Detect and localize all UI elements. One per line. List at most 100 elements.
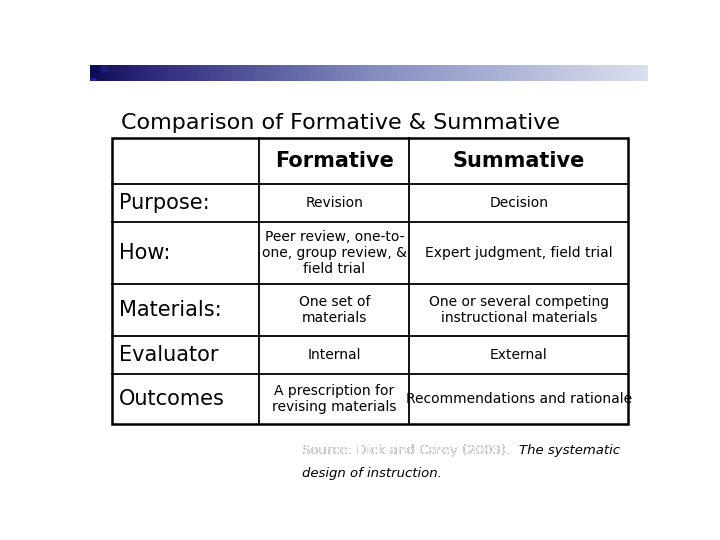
Bar (402, 65, 406, 80)
Bar (374, 65, 378, 80)
Bar (425, 65, 429, 80)
Bar (346, 65, 351, 80)
Bar (332, 65, 336, 80)
Text: A prescription for
revising materials: A prescription for revising materials (272, 384, 397, 414)
Bar (369, 65, 374, 80)
Bar (490, 65, 495, 80)
Text: Comparison of Formative & Summative: Comparison of Formative & Summative (121, 113, 559, 133)
Text: Materials:: Materials: (119, 300, 222, 320)
Bar (392, 65, 397, 80)
Bar (527, 65, 532, 80)
Bar (174, 65, 179, 80)
Bar (248, 65, 253, 80)
Bar (258, 65, 262, 80)
Bar (434, 65, 438, 80)
Bar (639, 65, 644, 80)
Bar (341, 65, 346, 80)
Bar (611, 65, 616, 80)
Bar (513, 65, 518, 80)
Bar (629, 65, 634, 80)
Bar (211, 65, 215, 80)
Bar (230, 65, 234, 80)
Bar (541, 65, 546, 80)
Bar (164, 65, 169, 80)
Text: Peer review, one-to-
one, group review, &
field trial: Peer review, one-to- one, group review, … (262, 230, 407, 276)
Bar (127, 65, 132, 80)
Bar (225, 65, 230, 80)
Bar (160, 65, 164, 80)
Text: Decision: Decision (490, 196, 549, 210)
Bar (327, 65, 332, 80)
Bar (378, 65, 383, 80)
Bar (536, 65, 541, 80)
Bar (588, 65, 592, 80)
Bar (438, 65, 444, 80)
Bar (197, 65, 202, 80)
Text: Outcomes: Outcomes (119, 389, 225, 409)
Bar (90, 78, 96, 80)
Bar (122, 65, 127, 80)
Bar (90, 65, 100, 78)
Bar (355, 65, 360, 80)
Bar (360, 65, 364, 80)
Bar (239, 65, 243, 80)
Bar (206, 65, 211, 80)
Bar (467, 65, 472, 80)
Bar (625, 65, 629, 80)
Bar (183, 65, 188, 80)
Bar (243, 65, 248, 80)
Bar (118, 65, 122, 80)
Bar (564, 65, 569, 80)
Bar (406, 65, 411, 80)
Bar (253, 65, 258, 80)
Bar (462, 65, 467, 80)
Bar (276, 65, 281, 80)
Bar (593, 65, 597, 80)
Bar (101, 65, 108, 73)
Bar (323, 65, 327, 80)
Bar (476, 65, 481, 80)
Bar (132, 65, 137, 80)
Bar (387, 65, 392, 80)
Bar (448, 65, 453, 80)
Bar (634, 65, 639, 80)
Bar (597, 65, 601, 80)
Bar (508, 65, 513, 80)
Bar (583, 65, 588, 80)
Bar (99, 65, 104, 80)
Bar (300, 65, 304, 80)
Text: External: External (490, 348, 548, 362)
Bar (215, 65, 220, 80)
Bar (420, 65, 425, 80)
Bar (495, 65, 499, 80)
Bar (481, 65, 485, 80)
Bar (444, 65, 448, 80)
Bar (606, 65, 611, 80)
Bar (309, 65, 313, 80)
Text: Formative: Formative (275, 151, 394, 171)
Bar (546, 65, 550, 80)
Bar (169, 65, 174, 80)
Text: The systematic: The systematic (519, 444, 620, 457)
Bar (532, 65, 536, 80)
Bar (411, 65, 415, 80)
Text: Recommendations and rationale: Recommendations and rationale (406, 392, 632, 406)
Text: design of instruction.: design of instruction. (302, 467, 442, 480)
Bar (150, 65, 155, 80)
Bar (559, 65, 564, 80)
Text: Internal: Internal (307, 348, 361, 362)
Bar (271, 65, 276, 80)
Bar (578, 65, 583, 80)
Bar (616, 65, 620, 80)
Bar (620, 65, 625, 80)
Bar (457, 65, 462, 80)
Bar (294, 65, 300, 80)
Bar (290, 65, 294, 80)
Bar (336, 65, 341, 80)
Bar (304, 65, 309, 80)
Bar (234, 65, 239, 80)
Text: Evaluator: Evaluator (119, 345, 218, 365)
Bar (262, 65, 266, 80)
Bar (313, 65, 318, 80)
Text: Expert judgment, field trial: Expert judgment, field trial (425, 246, 613, 260)
